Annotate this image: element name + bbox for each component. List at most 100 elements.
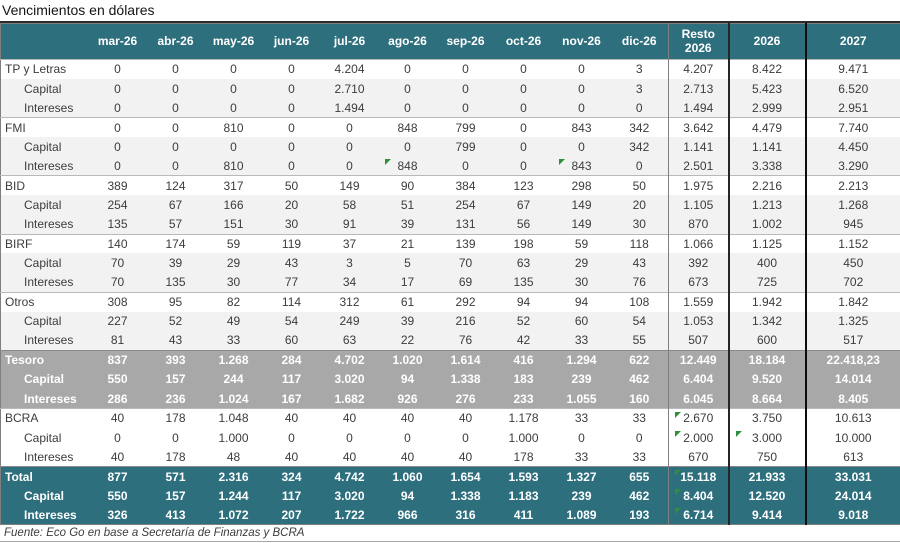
table-row: Intereses 286 236 1.024 167 1.682 926 276 233 1.0… [0,389,900,409]
column-header: sep-26 [436,23,495,60]
cell: 9.414 [727,505,806,525]
cell: 69 [436,272,495,293]
cell: 67 [494,195,553,215]
cell: 15.118 [668,466,729,487]
cell: 94 [552,291,611,312]
cell: 174 [146,233,205,254]
cell: 1.183 [494,486,553,506]
cell: 0 [494,117,553,138]
table-row: Otros 308 95 82 114 312 61 292 94 94 108 1.559 1.942… [0,291,900,312]
cell: 1.325 [804,311,900,331]
cell: 324 [262,466,321,487]
cell: 40 [378,447,437,467]
green-corner-flag-icon [675,489,681,496]
cell: 40 [88,408,147,428]
table-row: Intereses 135 57 151 30 91 39 131 56 149 30 870 1.00… [0,214,900,235]
cell: 0 [204,58,263,79]
cell: 0 [320,156,379,176]
column-header: jun-26 [262,23,321,60]
cell: 81 [88,330,147,351]
cell: 1.614 [436,349,495,370]
cell: 6.404 [668,369,729,390]
cell: 10.000 [804,427,900,448]
cell: 4.204 [320,58,379,79]
cell: 58 [320,195,379,215]
cell: 702 [804,272,900,293]
cell: 3.750 [727,408,806,428]
cell: 0 [88,78,147,99]
column-header: nov-26 [552,23,611,60]
cell: 3 [610,58,669,79]
cell: 0 [320,427,379,448]
cell: 39 [378,214,437,235]
table-row: Capital 0 0 0 0 2.710 0 0 0 0 3 2.713 5.423 6.520 [0,78,900,99]
cell: 4.450 [804,137,900,157]
cell: 799 [436,137,495,157]
cell: 123 [494,175,553,196]
cell: 600 [727,330,806,351]
cell: 312 [320,291,379,312]
table-row: BID 389 124 317 50 149 90 384 123 298 50 1.975 2.216… [0,175,900,196]
table-row: Capital 550 157 1.244 117 3.020 94 1.338 1.183 23… [0,486,900,506]
cell: 292 [436,291,495,312]
table-row: BIRF 140 174 59 119 37 21 139 198 59 118 1.066 1.125… [0,233,900,254]
cell: 42 [494,330,553,351]
cell: 1.024 [204,389,263,409]
cell: 450 [804,253,900,273]
cell: 43 [146,330,205,351]
cell: 0 [262,117,321,138]
cell: 1.000 [204,427,263,448]
table-row: Intereses 0 0 810 0 0 848 0 0 843 0 2.501 3.338 3.290 [0,156,900,176]
cell: 77 [262,272,321,293]
cell: 870 [668,214,729,235]
cell: 0 [146,137,205,157]
cell: 183 [494,369,553,390]
cell: 50 [610,175,669,196]
green-corner-flag-icon [384,159,391,166]
cell: 117 [262,486,321,506]
cell: 0 [436,427,495,448]
cell: 33 [552,330,611,351]
cell: 1.268 [204,349,263,370]
row-label: Intereses [0,272,89,293]
cell: 0 [436,58,495,79]
cell: 1.089 [552,505,611,525]
cell: 135 [88,214,147,235]
row-label: Capital [0,253,89,273]
cell: 0 [262,78,321,99]
cell: 389 [88,175,147,196]
cell: 1.002 [727,214,806,235]
column-header: oct-26 [494,23,553,60]
cell: 0 [494,98,553,118]
cell: 157 [146,486,205,506]
cell: 95 [146,291,205,312]
cell: 3.338 [727,156,806,176]
cell: 131 [436,214,495,235]
cell: 239 [552,486,611,506]
cell: 2.501 [668,156,729,176]
row-label: Otros [0,291,89,312]
green-corner-flag-icon [735,430,742,437]
table-row: Capital 0 0 1.000 0 0 0 0 1.000 0 0 2.000 3.000 10.00… [0,427,900,448]
cell: 0 [552,98,611,118]
cell: 2.000 [668,427,729,448]
cell: 837 [88,349,147,370]
row-label: Capital [0,195,89,215]
column-header: 2027 [804,23,900,60]
source-note: Fuente: Eco Go en base a Secretaría de F… [0,525,900,543]
row-label: Intereses [0,214,89,235]
cell: 60 [552,311,611,331]
cell: 286 [88,389,147,409]
cell: 20 [262,195,321,215]
cell: 40 [88,447,147,467]
table-row: Capital 227 52 49 54 249 39 216 52 60 54 1.053 1.342… [0,311,900,331]
cell: 40 [320,447,379,467]
table-row: TP y Letras 0 0 0 0 4.204 0 0 0 0 3 4.207 8.422 9.471 [0,58,900,79]
cell: 1.494 [320,98,379,118]
cell: 810 [204,117,263,138]
cell: 1.020 [378,349,437,370]
cell: 3.020 [320,486,379,506]
cell: 1.125 [727,233,806,254]
cell: 157 [146,369,205,390]
cell: 2.316 [204,466,263,487]
